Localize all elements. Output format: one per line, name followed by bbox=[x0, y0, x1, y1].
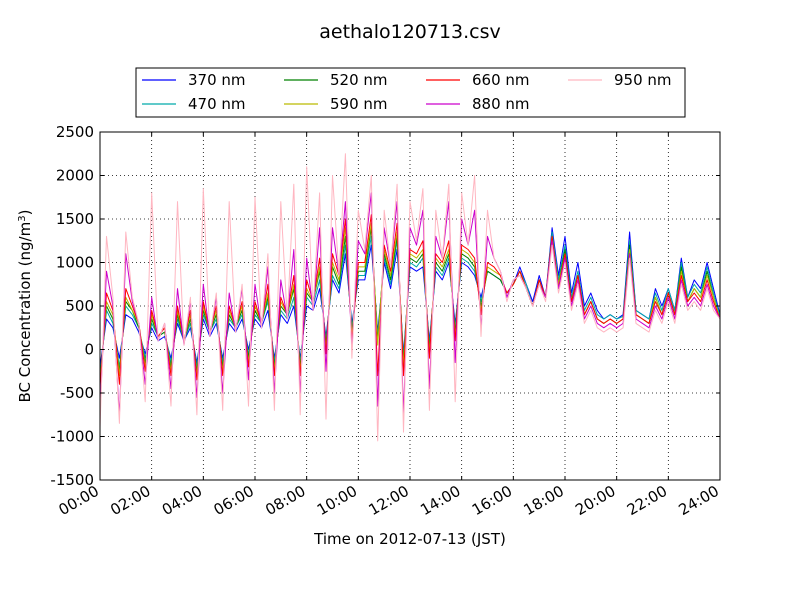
legend-label: 660 nm bbox=[472, 71, 530, 89]
legend-label: 470 nm bbox=[188, 95, 246, 113]
y-tick-label: 2500 bbox=[56, 123, 94, 141]
x-tick-label: 16:00 bbox=[469, 482, 515, 519]
x-axis-label: Time on 2012-07-13 (JST) bbox=[313, 530, 506, 548]
x-tick-label: 22:00 bbox=[624, 482, 670, 519]
x-tick-label: 12:00 bbox=[366, 482, 412, 519]
legend-label: 520 nm bbox=[330, 71, 388, 89]
legend-label: 590 nm bbox=[330, 95, 388, 113]
y-tick-label: 1000 bbox=[56, 254, 94, 272]
legend-label: 370 nm bbox=[188, 71, 246, 89]
x-tick-label: 02:00 bbox=[107, 482, 153, 519]
legend-label: 880 nm bbox=[472, 95, 530, 113]
y-tick-label: -1500 bbox=[50, 471, 94, 489]
y-tick-label: 2000 bbox=[56, 167, 94, 185]
legend-frame bbox=[135, 67, 686, 118]
series-lines bbox=[99, 153, 721, 442]
y-tick-label: 1500 bbox=[56, 210, 94, 228]
y-tick-label: 500 bbox=[65, 297, 94, 315]
y-axis-label: BC Concentration (ng/m3) bbox=[16, 210, 34, 403]
x-tick-label: 24:00 bbox=[676, 482, 722, 519]
y-axis: -1500 -1000 -500 0 500 1000 1500 2000 2500 bbox=[50, 123, 720, 489]
x-tick-label: 18:00 bbox=[521, 482, 567, 519]
x-tick-label: 08:00 bbox=[262, 482, 308, 519]
chart-title: aethalo120713.csv bbox=[319, 21, 501, 43]
series-line bbox=[99, 192, 721, 416]
legend-label: 950 nm bbox=[614, 71, 672, 89]
y-tick-label: -500 bbox=[60, 384, 94, 402]
x-tick-label: 06:00 bbox=[211, 482, 257, 519]
series-line bbox=[99, 214, 721, 389]
x-tick-label: 20:00 bbox=[572, 482, 618, 519]
legend: 370 nm 470 nm 520 nm 590 nm 660 nm 880 nm 950 … bbox=[135, 67, 686, 118]
x-tick-label: 10:00 bbox=[314, 482, 360, 519]
series-line bbox=[99, 153, 721, 442]
x-tick-label: 04:00 bbox=[159, 482, 205, 519]
y-tick-label: 0 bbox=[84, 341, 94, 359]
y-tick-label: -1000 bbox=[50, 428, 94, 446]
x-tick-label: 14:00 bbox=[417, 482, 463, 519]
grid bbox=[100, 132, 720, 480]
